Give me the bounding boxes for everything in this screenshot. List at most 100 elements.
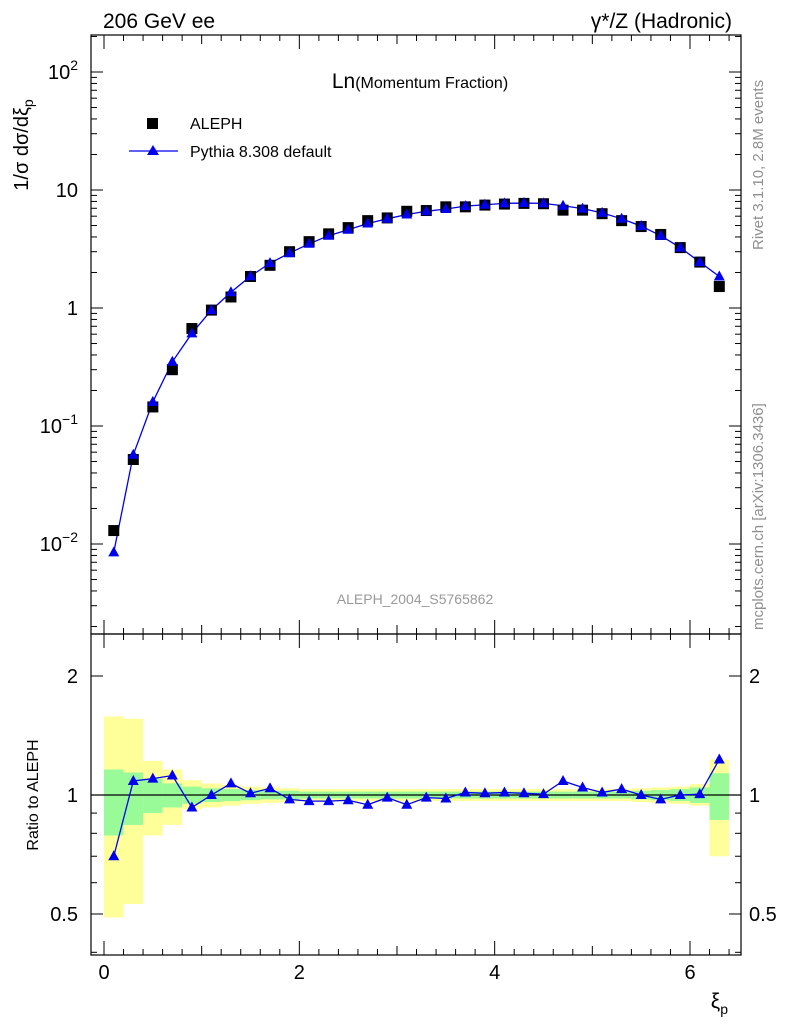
pythia-point xyxy=(518,197,530,208)
ratio-point xyxy=(225,777,237,788)
legend-pythia-label: Pythia 8.308 default xyxy=(190,144,332,161)
pythia-point xyxy=(166,355,178,366)
ratio-point xyxy=(635,789,647,799)
ratio-point xyxy=(557,774,569,785)
ratio-point xyxy=(538,788,549,799)
y-tick-label: 1 xyxy=(67,298,78,320)
ratio-y-tick-label-right: 0.5 xyxy=(749,904,777,926)
pythia-point xyxy=(694,256,706,267)
ratio-point xyxy=(264,782,276,793)
x-tick-label: 2 xyxy=(294,962,305,984)
inner-band-bin xyxy=(709,773,730,820)
pythia-point xyxy=(342,223,354,234)
legend-pythia-marker xyxy=(147,145,159,155)
ratio-point xyxy=(616,783,628,794)
x-tick-label: 6 xyxy=(684,962,695,984)
pythia-point xyxy=(205,304,217,315)
pythia-point xyxy=(557,199,569,210)
mcplots-label: mcplots.cern.ch [arXiv:1306.3436] xyxy=(750,403,767,630)
ratio-y-tick-label-left: 2 xyxy=(67,666,78,688)
inner-band-bin xyxy=(123,772,144,825)
y-tick-label: 10−1 xyxy=(40,411,78,438)
rivet-label: Rivet 3.1.10, 2.8M events xyxy=(750,80,767,250)
ratio-point xyxy=(498,786,510,797)
ratio-point xyxy=(342,794,354,805)
ratio-point xyxy=(303,795,315,806)
pythia-point xyxy=(381,212,393,223)
plot-title: Ln(Momentum Fraction) xyxy=(332,70,508,93)
pythia-point xyxy=(303,237,315,248)
pythia-point xyxy=(225,286,237,297)
pythia-point xyxy=(459,200,471,211)
pythia-point xyxy=(362,217,374,228)
aleph-series xyxy=(108,197,725,537)
aleph-point xyxy=(147,401,159,413)
energy-label: 206 GeV ee xyxy=(103,10,215,33)
analysis-label: ALEPH_2004_S5765862 xyxy=(337,591,494,607)
pythia-point xyxy=(713,270,725,281)
ratio-point xyxy=(479,787,491,798)
pythia-point xyxy=(538,197,549,208)
ratio-y-tick-label-left: 0.5 xyxy=(50,904,78,926)
aleph-point xyxy=(108,525,120,537)
ratio-panel: 0.5 0.5 1 1 2 2 0 2 4 6 Ratio to ALEPH ξp xyxy=(25,633,777,1017)
inner-band-bin xyxy=(104,769,124,836)
ratio-y-axis: 0.5 0.5 1 1 2 2 xyxy=(50,666,777,953)
aleph-point xyxy=(225,291,237,303)
legend-aleph-marker xyxy=(147,118,158,129)
ratio-uncertainty-bands xyxy=(104,716,730,918)
ratio-point xyxy=(577,781,589,792)
pythia-point xyxy=(323,229,335,240)
inner-band-bin xyxy=(143,778,163,814)
ratio-x-axis: 0 2 4 6 xyxy=(98,634,730,984)
ratio-point xyxy=(166,769,178,780)
main-panel: 10−2 10−1 1 10 102 1/σ dσ/dξp Ln(Momentum Fr… xyxy=(11,34,742,635)
x-tick-label: 4 xyxy=(489,962,500,984)
main-y-axis-label: 1/σ dσ/dξp xyxy=(11,99,36,191)
ratio-point xyxy=(459,786,471,797)
aleph-point xyxy=(127,454,139,466)
ratio-point xyxy=(440,792,452,803)
pythia-series xyxy=(108,197,725,557)
main-y-axis: 10−2 10−1 1 10 102 xyxy=(40,35,741,627)
pythia-point xyxy=(655,229,667,240)
legend: ALEPH Pythia 8.308 default xyxy=(129,116,332,161)
pythia-point xyxy=(264,257,276,268)
ratio-y-axis-label: Ratio to ALEPH xyxy=(25,739,42,850)
x-axis-label: ξp xyxy=(711,990,728,1017)
ratio-point xyxy=(381,791,393,802)
ratio-point xyxy=(655,793,667,804)
plot-title-rest: (Momentum Fraction) xyxy=(355,75,508,92)
pythia-point xyxy=(498,197,510,208)
main-x-axis xyxy=(103,35,730,634)
pythia-line xyxy=(113,202,720,553)
pythia-point xyxy=(577,202,589,213)
pythia-point xyxy=(284,247,296,258)
pythia-point xyxy=(635,220,647,231)
y-tick-label: 10−2 xyxy=(40,529,78,556)
ratio-y-tick-label-right: 1 xyxy=(749,785,760,807)
ratio-point xyxy=(401,798,413,809)
pythia-point xyxy=(401,208,413,219)
ratio-point xyxy=(518,787,530,798)
aleph-point xyxy=(557,204,569,216)
pythia-series-line xyxy=(113,202,720,553)
pythia-point xyxy=(186,327,198,338)
pythia-point xyxy=(479,198,491,209)
ratio-point xyxy=(108,850,120,861)
pythia-point xyxy=(420,205,432,216)
legend-aleph-label: ALEPH xyxy=(190,116,242,133)
ratio-point xyxy=(323,795,335,806)
ratio-point xyxy=(205,789,217,799)
ratio-point xyxy=(420,791,432,802)
pythia-point xyxy=(108,546,120,557)
y-tick-label: 10 xyxy=(56,180,78,202)
plot-title-ln: Ln xyxy=(332,70,355,93)
pythia-point xyxy=(245,270,256,281)
pythia-point xyxy=(674,241,686,252)
ratio-point xyxy=(245,787,256,798)
pythia-point xyxy=(616,212,628,223)
ratio-point xyxy=(694,788,706,799)
ratio-point xyxy=(186,801,198,812)
